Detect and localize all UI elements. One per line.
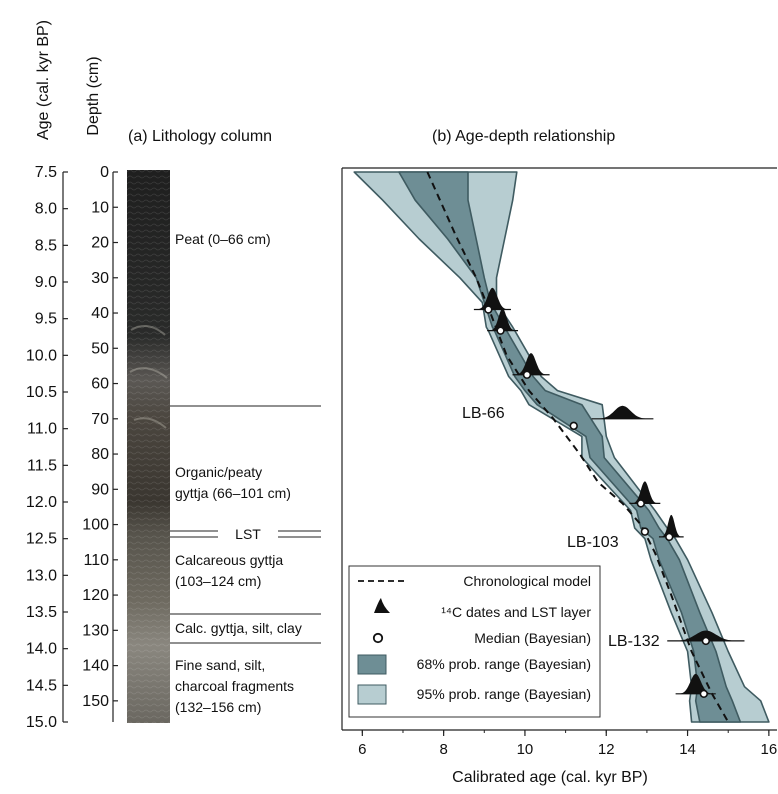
unit-lst-label: LST [235,526,261,542]
median-point [666,534,673,541]
median-point [524,371,531,378]
age-tick-label: 15.0 [26,714,57,731]
sample-label-lb66: LB-66 [462,405,505,422]
age-tick-label: 13.0 [26,567,57,584]
age-tick-label: 10.5 [26,384,57,401]
legend-p68-label: 68% prob. range (Bayesian) [417,656,591,672]
x-tick-label: 16 [761,741,778,758]
x-tick-label: 12 [598,741,615,758]
legend-median-symbol [374,634,382,642]
depth-tick-label: 120 [82,587,109,604]
panel-a-title: (a) Lithology column [128,128,272,145]
age-tick-label: 11.0 [27,421,57,438]
median-point [485,306,492,313]
x-tick-label: 8 [439,741,447,758]
median-point [641,528,648,535]
legend-p95-swatch [358,685,386,704]
age-tick-label: 11.5 [27,457,57,474]
median-point [700,690,707,697]
age-tick-label: 12.0 [26,494,57,511]
depth-tick-label: 10 [91,199,109,216]
depth-tick-label: 110 [83,552,109,569]
age-tick-label: 10.0 [26,347,57,364]
age-tick-label: 13.5 [26,604,57,621]
depth-tick-label: 70 [91,411,109,428]
legend-median-label: Median (Bayesian) [474,630,591,646]
legend-dates-label: ¹⁴C dates and LST layer [441,604,591,620]
age-axis-ticks: 7.5 8.0 8.5 9.0 9.5 10.0 10.5 11.0 11.5 12.0 12.5 1… [26,164,68,731]
age-tick-label: 8.0 [35,201,57,218]
panel-b-title: (b) Age-depth relationship [432,128,615,145]
legend-model-label: Chronological model [463,573,591,589]
lithology-boundaries [170,406,321,643]
depth-tick-label: 40 [91,305,109,322]
age-tick-label: 7.5 [35,164,57,181]
x-tick-label: 10 [517,741,534,758]
age-axis-title: Age (cal. kyr BP) [35,20,52,140]
legend-p95-label: 95% prob. range (Bayesian) [417,686,591,702]
unit-silt-label: Calc. gyttja, silt, clay [175,620,302,636]
depth-tick-label: 140 [82,658,109,675]
lithology-column [127,170,170,723]
unit-sand-label-1: Fine sand, silt, [175,657,265,673]
sample-label-lb132: LB-132 [608,633,660,650]
legend-p68-swatch [358,655,386,674]
unit-sand-label-2: charcoal fragments [175,678,294,694]
x-axis-ticks: 6 8 10 12 14 16 [358,730,777,758]
depth-tick-label: 60 [91,376,109,393]
depth-tick-label: 90 [91,481,109,498]
unit-calc-label-1: Calcareous gyttja [175,552,283,568]
age-tick-label: 14.5 [26,677,57,694]
unit-peat-label: Peat (0–66 cm) [175,231,271,247]
x-tick-label: 14 [679,741,696,758]
unit-sand-label-3: (132–156 cm) [175,699,261,715]
age-tick-label: 8.5 [35,237,57,254]
core-texture [127,170,170,723]
x-axis-title: Calibrated age (cal. kyr BP) [452,769,648,786]
age-tick-label: 9.5 [35,311,57,328]
sample-label-lb103: LB-103 [567,534,619,551]
depth-axis-title: Depth (cm) [85,56,102,135]
median-point [702,638,709,645]
lithology-labels: Peat (0–66 cm) Organic/peaty gyttja (66–… [175,231,302,715]
x-tick-label: 6 [358,741,366,758]
age-tick-label: 12.5 [26,531,57,548]
depth-tick-label: 30 [91,270,109,287]
depth-tick-label: 0 [100,164,109,181]
legend: Chronological model ¹⁴C dates and LST la… [349,566,600,717]
unit-calc-label-2: (103–124 cm) [175,573,261,589]
unit-gyttja-label-2: gyttja (66–101 cm) [175,485,291,501]
depth-tick-label: 130 [82,622,109,639]
age-tick-label: 9.0 [35,274,57,291]
unit-gyttja-label-1: Organic/peaty [175,464,262,480]
depth-tick-label: 20 [91,235,109,252]
depth-tick-label: 80 [91,446,109,463]
median-point [637,500,644,507]
median-point [497,327,504,334]
median-point [570,422,577,429]
depth-tick-label: 50 [91,340,109,357]
age-tick-label: 14.0 [26,641,57,658]
depth-tick-label: 100 [82,517,109,534]
depth-tick-label: 150 [82,693,109,710]
